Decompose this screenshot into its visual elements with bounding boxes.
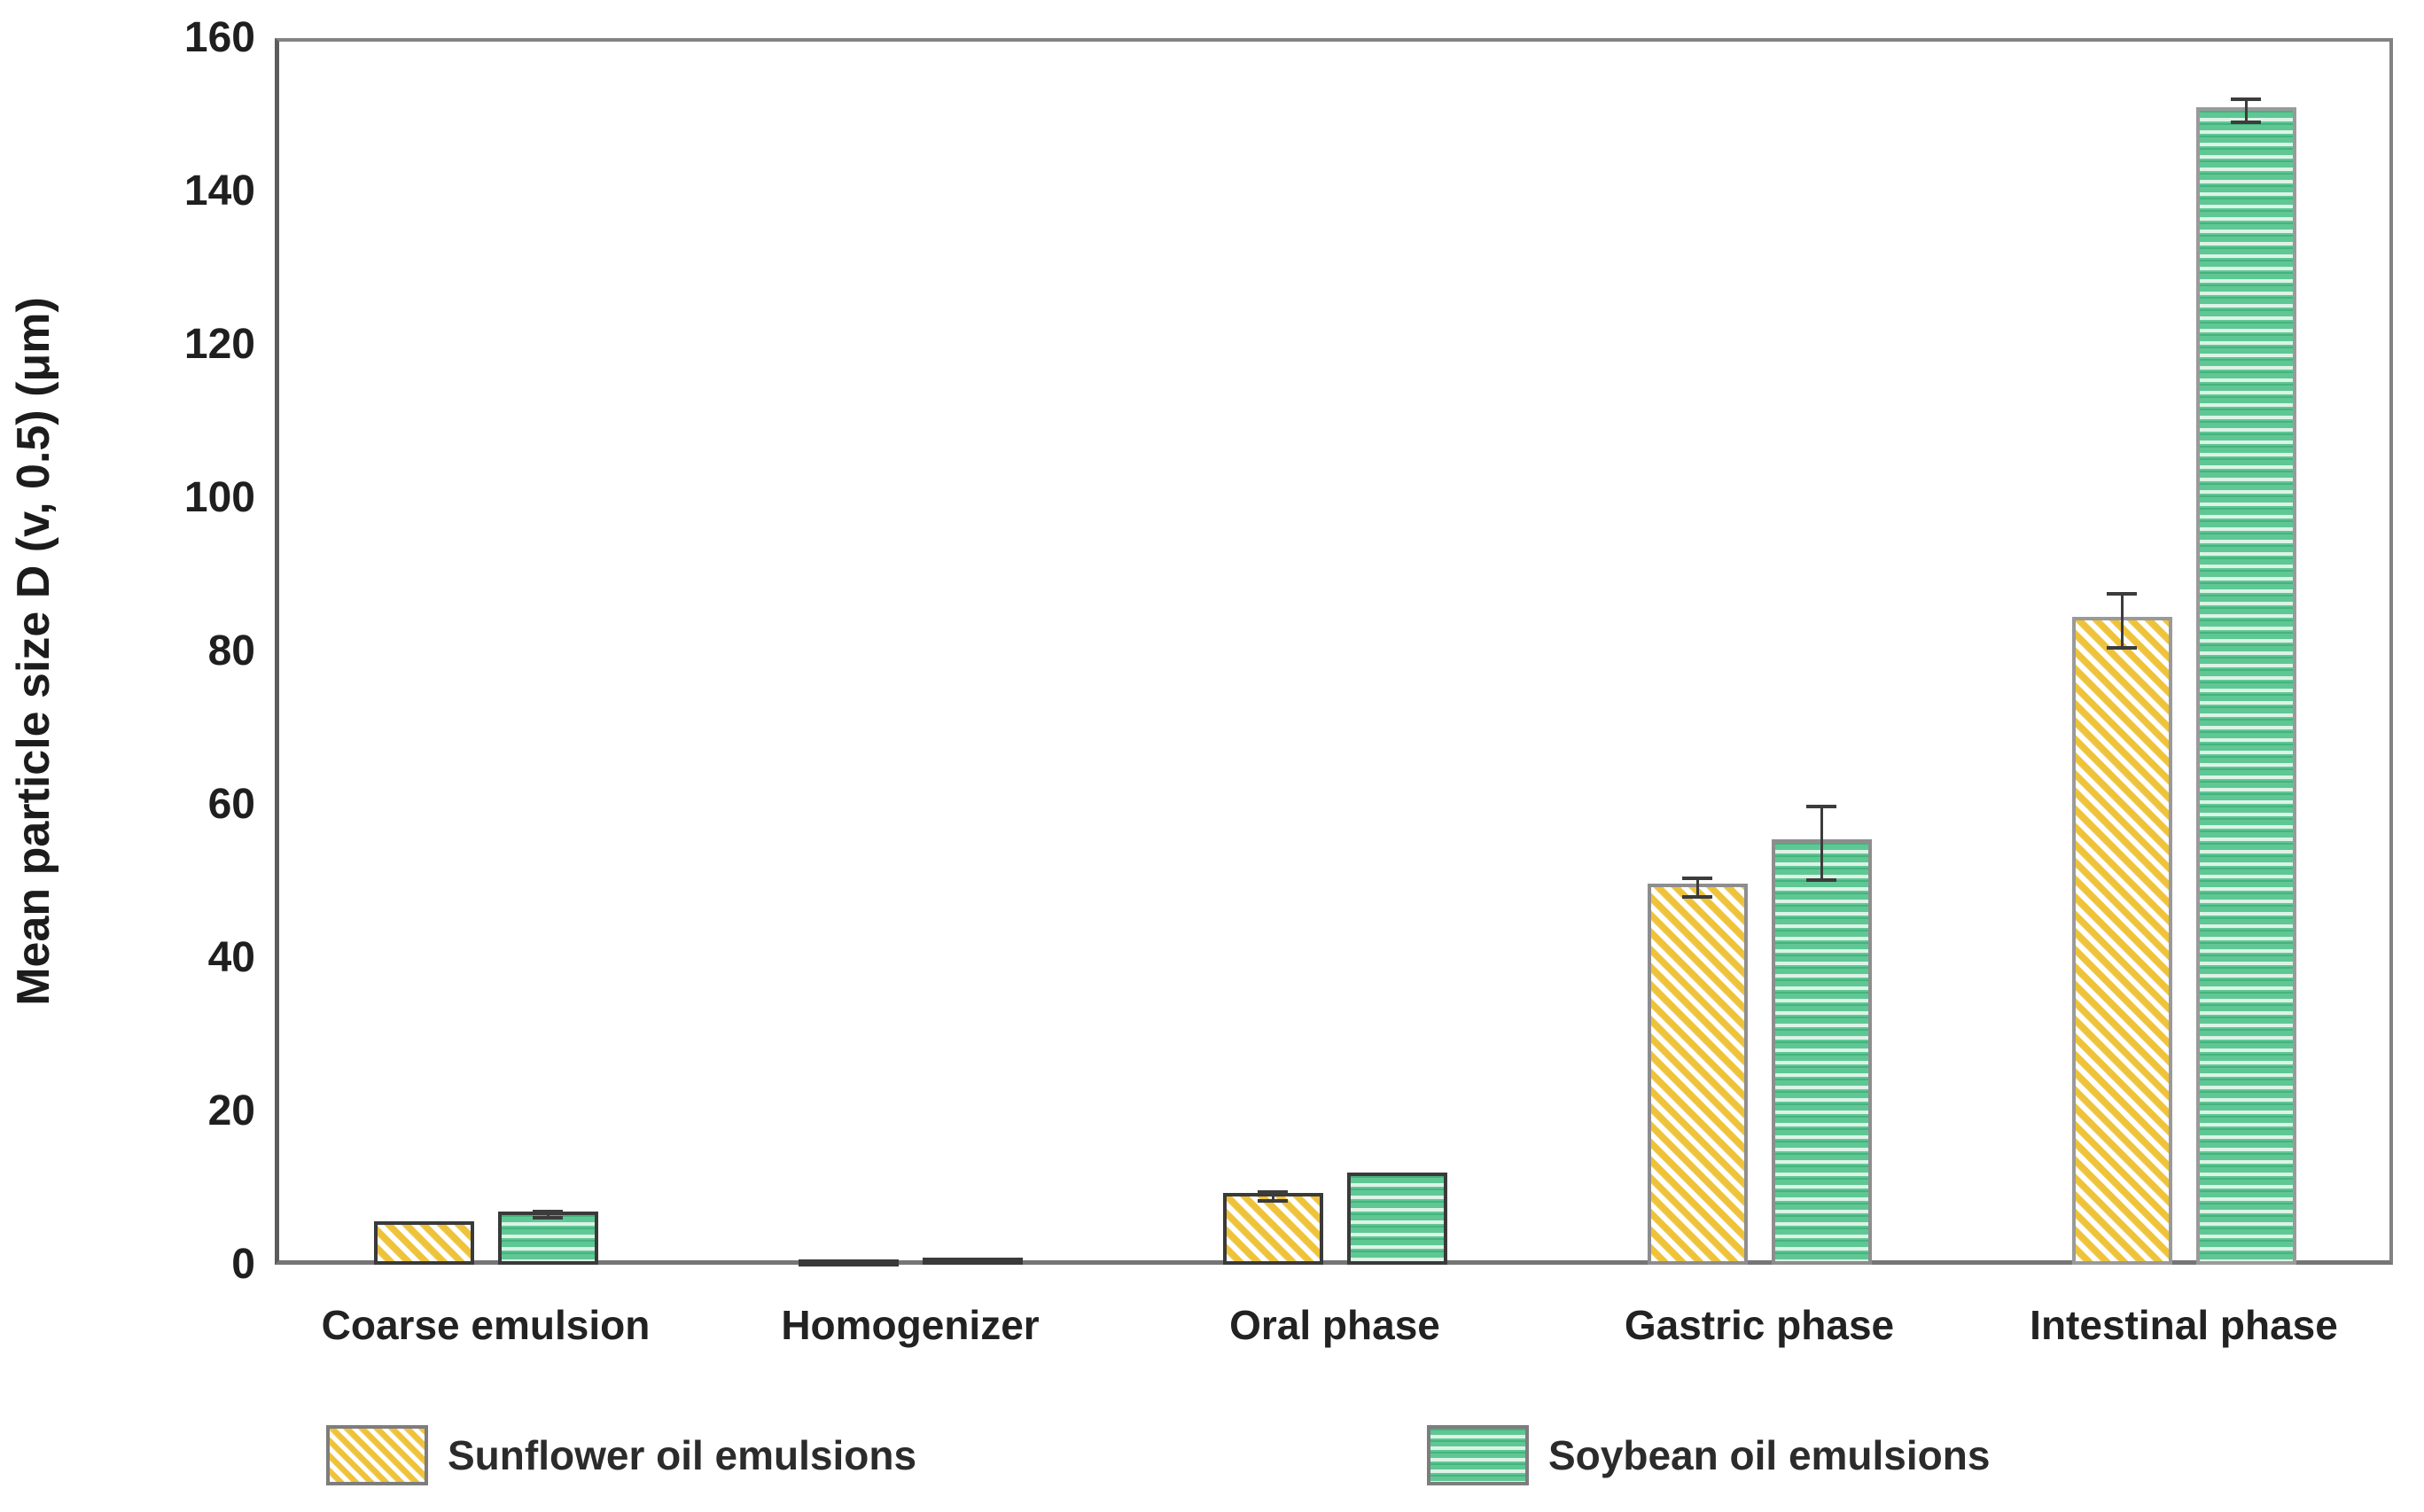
y-tick-label: 140	[183, 168, 255, 214]
x-category-label: Oral phase	[1229, 1302, 1440, 1348]
error-bar-whisker	[1695, 878, 1699, 897]
bar-sunflower	[798, 1259, 899, 1267]
legend-item: Sunflower oil emulsions	[326, 1425, 916, 1485]
error-bar-whisker	[546, 1212, 549, 1219]
error-bar-cap	[1682, 894, 1712, 899]
error-bar-whisker	[2120, 594, 2124, 648]
y-tick-label: 160	[183, 14, 255, 61]
error-bar-cap	[1258, 1189, 1288, 1194]
y-tick-label: 120	[183, 321, 255, 368]
y-tick-label: 0	[231, 1241, 255, 1288]
legend-swatch-sunflower	[326, 1425, 428, 1485]
bar-sunflower	[373, 1221, 474, 1265]
error-bar-cap	[1806, 804, 1836, 808]
bar-soybean	[1346, 1172, 1447, 1265]
error-bar-cap	[2231, 121, 2261, 125]
error-bar-cap	[533, 1210, 563, 1214]
error-bar-cap	[2231, 97, 2261, 102]
y-tick-label: 60	[207, 781, 255, 828]
x-category-label: Gastric phase	[1624, 1302, 1895, 1348]
error-bar-cap	[2107, 592, 2137, 596]
bar-soybean	[922, 1257, 1023, 1265]
legend-item: Soybean oil emulsions	[1427, 1425, 1990, 1485]
plot-area-frame	[275, 38, 2393, 1265]
error-bar-cap	[533, 1216, 563, 1220]
legend-swatch-soybean	[1427, 1425, 1529, 1485]
error-bar-whisker	[1820, 806, 1823, 880]
bar-sunflower	[1647, 884, 1748, 1265]
x-category-label: Intestinal phase	[2030, 1302, 2338, 1348]
y-tick-label: 100	[183, 474, 255, 521]
y-tick-label: 20	[207, 1087, 255, 1134]
error-bar-cap	[1682, 877, 1712, 881]
error-bar-cap	[1806, 877, 1836, 882]
error-bar-cap	[1258, 1199, 1288, 1204]
legend-label: Sunflower oil emulsions	[448, 1432, 917, 1478]
error-bar-cap	[2107, 645, 2137, 650]
x-category-label: Homogenizer	[781, 1302, 1040, 1348]
legend-label: Soybean oil emulsions	[1548, 1432, 1991, 1478]
x-category-label: Coarse emulsion	[321, 1302, 651, 1348]
error-bar-whisker	[2244, 99, 2248, 123]
y-tick-label: 40	[207, 934, 255, 981]
bar-soybean	[1771, 839, 1872, 1265]
error-bar-whisker	[1271, 1191, 1274, 1202]
bar-sunflower	[2071, 617, 2172, 1265]
y-tick-label: 80	[207, 627, 255, 674]
bar-soybean	[2195, 107, 2296, 1265]
bar-sunflower	[1222, 1193, 1323, 1265]
bar-soybean	[497, 1211, 598, 1265]
